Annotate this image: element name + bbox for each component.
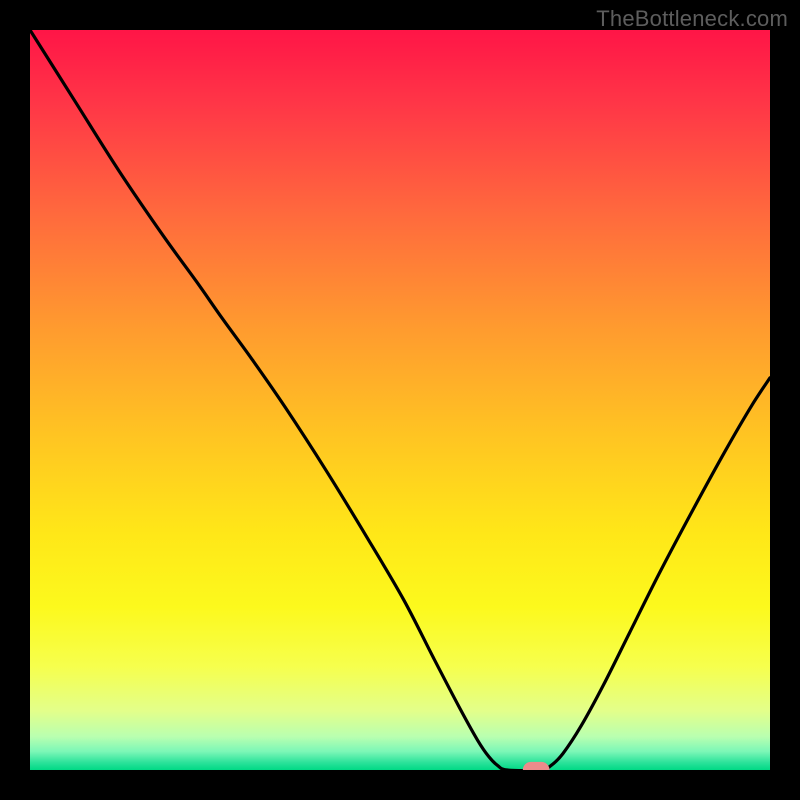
bottleneck-curve-chart bbox=[0, 0, 800, 800]
gradient-background bbox=[30, 30, 770, 770]
watermark-text: TheBottleneck.com bbox=[596, 6, 788, 32]
chart-frame: TheBottleneck.com bbox=[0, 0, 800, 800]
